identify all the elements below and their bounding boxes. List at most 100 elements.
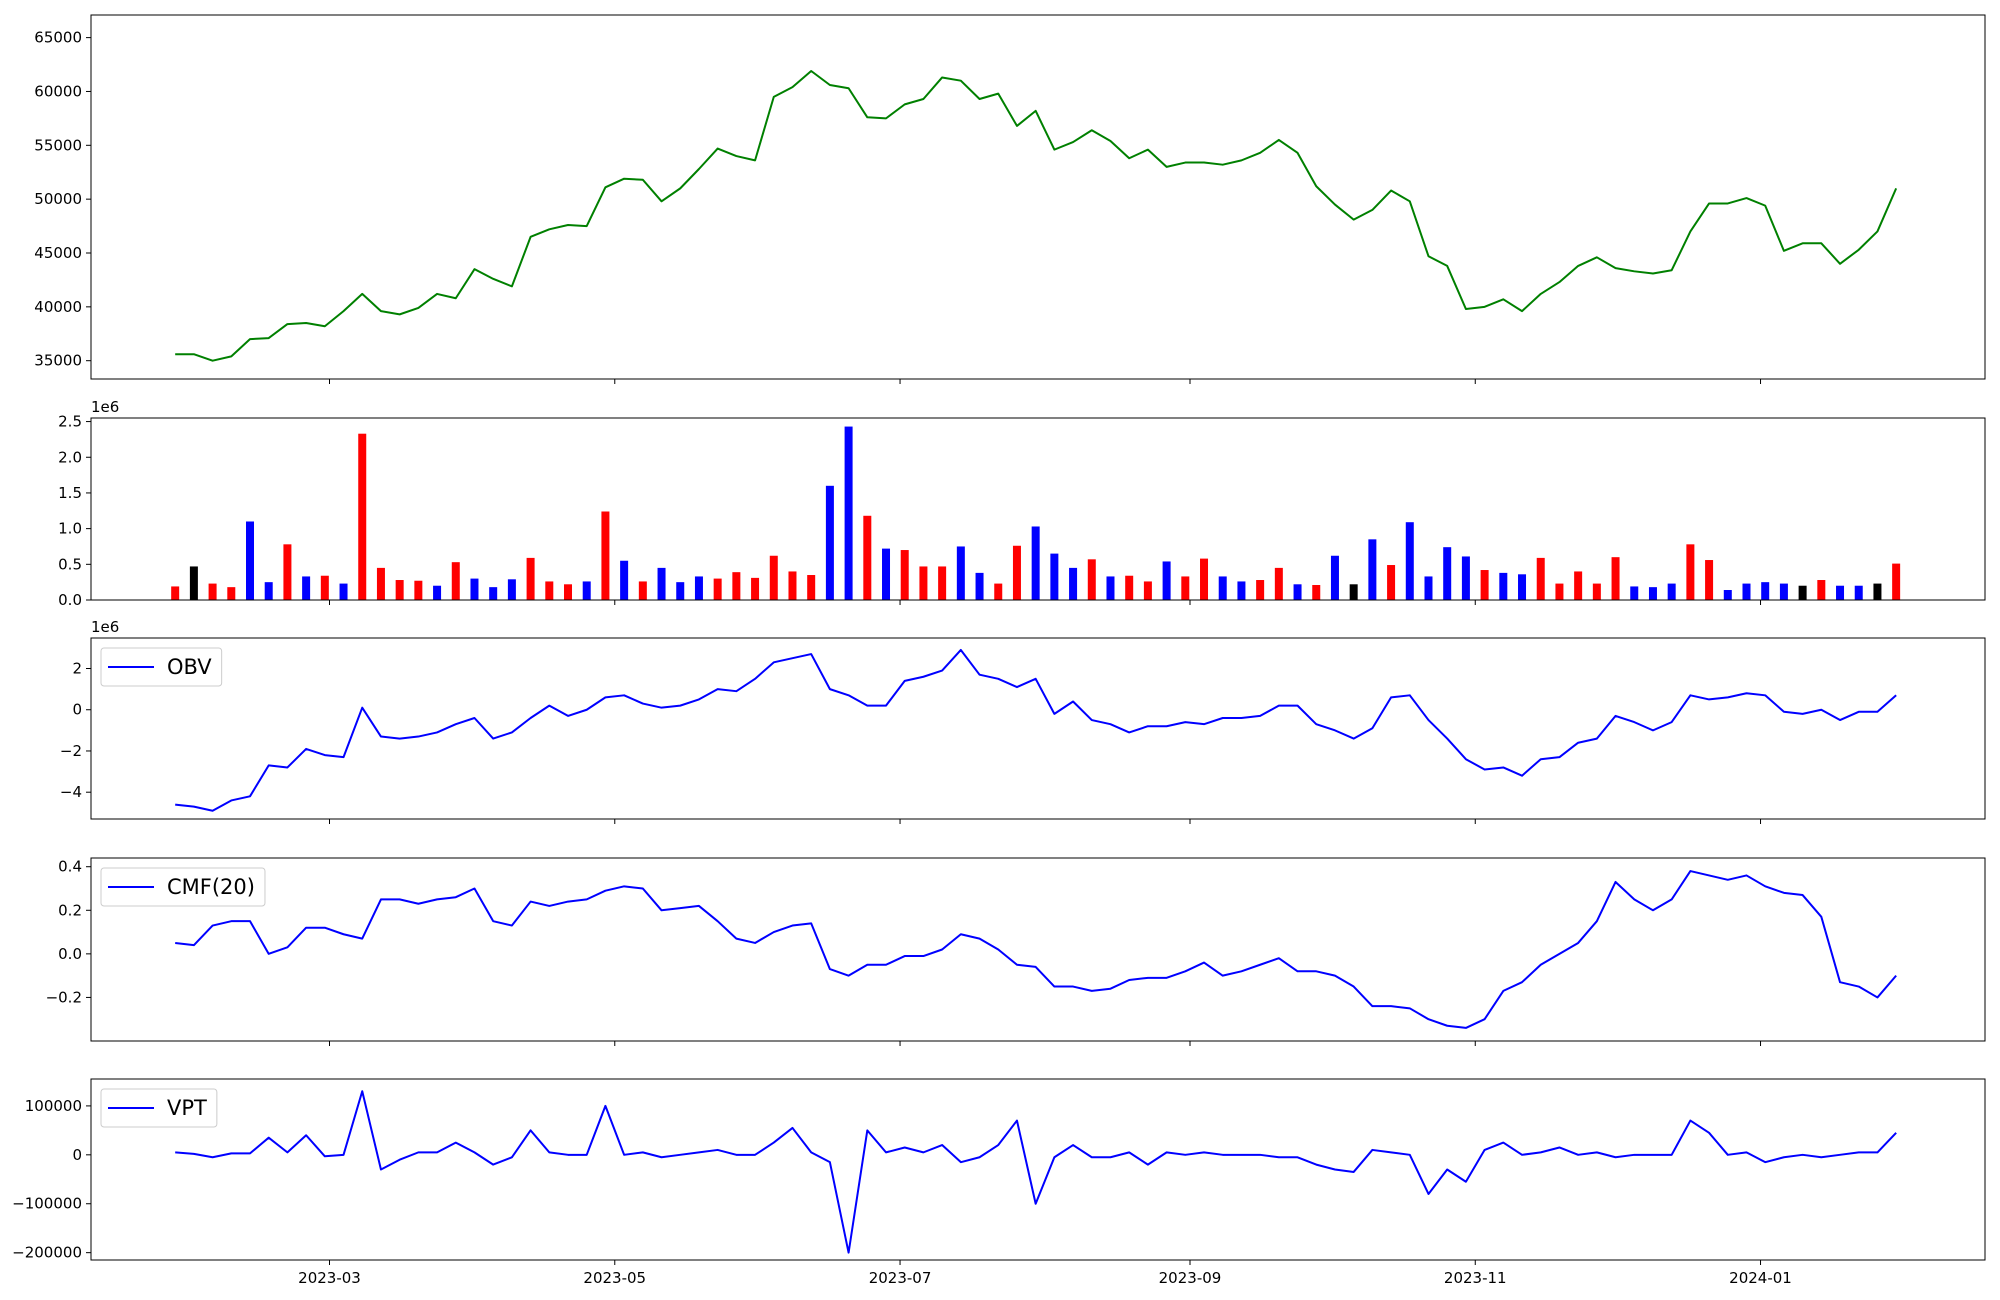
y-tick-label: 55000 [34, 136, 82, 154]
y-tick-label: 2.5 [58, 413, 82, 431]
y-tick-label: 50000 [34, 190, 82, 208]
volume-bar [956, 546, 965, 600]
line [175, 1090, 1897, 1254]
volume-bar [1836, 585, 1845, 600]
y-tick-label: 0 [72, 1146, 82, 1164]
y-tick-label: 35000 [34, 352, 82, 370]
volume-bar [1761, 582, 1770, 600]
y-tick-label: 0 [72, 701, 82, 719]
volume-bar [283, 544, 292, 600]
volume-bar [1050, 553, 1059, 600]
x-tick-label: 2024-01 [1729, 1269, 1792, 1287]
volume-bar [620, 560, 629, 600]
y-tick-label: 60000 [34, 82, 82, 100]
y-tick-label: 1.5 [58, 484, 82, 502]
volume-bar [433, 585, 442, 600]
y-tick-label: 0.4 [58, 858, 82, 876]
volume-bar [1293, 584, 1302, 600]
volume-bar [1592, 583, 1601, 600]
volume-bar [1611, 557, 1620, 600]
volume-bar [526, 557, 535, 600]
panel-frame [90, 14, 1986, 380]
volume-bar [1387, 565, 1396, 600]
y-tick-label: 100000 [25, 1097, 82, 1115]
y-tick-label: 2 [72, 660, 82, 678]
volume-bar [171, 586, 180, 600]
volume-bar [732, 572, 741, 600]
volume-bar [1574, 571, 1583, 600]
legend-frame [100, 867, 266, 907]
volume-bar [1798, 585, 1807, 600]
volume-bar [1069, 567, 1078, 600]
panel-frame [90, 637, 1986, 820]
volume-bar [582, 581, 591, 600]
y-tick-label: 0.5 [58, 555, 82, 573]
x-tick-label: 2023-11 [1444, 1269, 1507, 1287]
y-tick-label: 0.0 [58, 591, 82, 609]
y-tick-label: −200000 [12, 1244, 82, 1262]
volume-bar [769, 555, 778, 600]
volume-bar [882, 548, 891, 600]
x-tick-label: 2023-03 [298, 1269, 361, 1287]
volume-bar [1424, 576, 1433, 600]
volume-bar [1312, 585, 1321, 600]
volume-bar [825, 485, 834, 600]
x-tick-label: 2023-09 [1159, 1269, 1222, 1287]
volume-bar [1330, 555, 1339, 600]
volume-bar [807, 575, 816, 600]
x-tick-label: 2023-05 [583, 1269, 646, 1287]
volume-bar [1349, 584, 1358, 600]
y-tick-label: 45000 [34, 244, 82, 262]
volume-bar [1461, 556, 1470, 600]
volume-bar [1705, 560, 1714, 600]
volume-bar [302, 576, 311, 600]
volume-bar [863, 515, 872, 600]
volume-bar [1200, 558, 1209, 600]
volume-bar [1480, 570, 1489, 600]
volume-bar [676, 582, 685, 600]
volume-bar [1667, 583, 1676, 600]
y-tick-label: 40000 [34, 298, 82, 316]
volume-bar [414, 580, 423, 600]
volume-bar [208, 583, 217, 600]
volume-bar [1892, 563, 1901, 600]
volume-bar [1181, 576, 1190, 600]
y-tick-label: 65000 [34, 29, 82, 47]
volume-bar [694, 576, 703, 600]
volume-bar [1274, 567, 1283, 600]
volume-bar [564, 584, 573, 600]
volume-bar [1499, 572, 1508, 600]
legend-label: CMF(20) [167, 875, 255, 899]
offset-label: 1e6 [91, 398, 119, 416]
volume-bar [975, 572, 984, 600]
volume-bar [1368, 539, 1377, 600]
volume-bar [1723, 590, 1732, 600]
volume-bar [1087, 559, 1096, 600]
volume-bar [189, 566, 198, 600]
volume-bar [246, 521, 255, 600]
volume-bar [994, 583, 1003, 600]
volume-bar [601, 511, 610, 600]
legend-label: VPT [167, 1096, 207, 1120]
volume-bar [1218, 576, 1227, 600]
volume-bar [1443, 547, 1452, 600]
line [175, 70, 1898, 362]
volume-bar [657, 567, 666, 600]
y-tick-label: 2.0 [58, 448, 82, 466]
volume-bar [1648, 587, 1657, 600]
y-tick-label: 0.0 [58, 945, 82, 963]
volume-bar [227, 587, 236, 600]
volume-bar [470, 578, 479, 600]
volume-bar [751, 577, 760, 600]
volume-bar [1536, 557, 1545, 600]
volume-bar [919, 566, 928, 600]
panel-frame [90, 1078, 1986, 1261]
legend-label: OBV [167, 655, 212, 679]
volume-bar [1031, 526, 1040, 600]
volume-bar [1854, 585, 1863, 600]
volume-bar [1817, 580, 1826, 600]
volume-bar [376, 567, 385, 600]
y-tick-label: 0.2 [58, 901, 82, 919]
volume-bar [1106, 576, 1115, 600]
y-tick-label: −0.2 [46, 988, 82, 1006]
